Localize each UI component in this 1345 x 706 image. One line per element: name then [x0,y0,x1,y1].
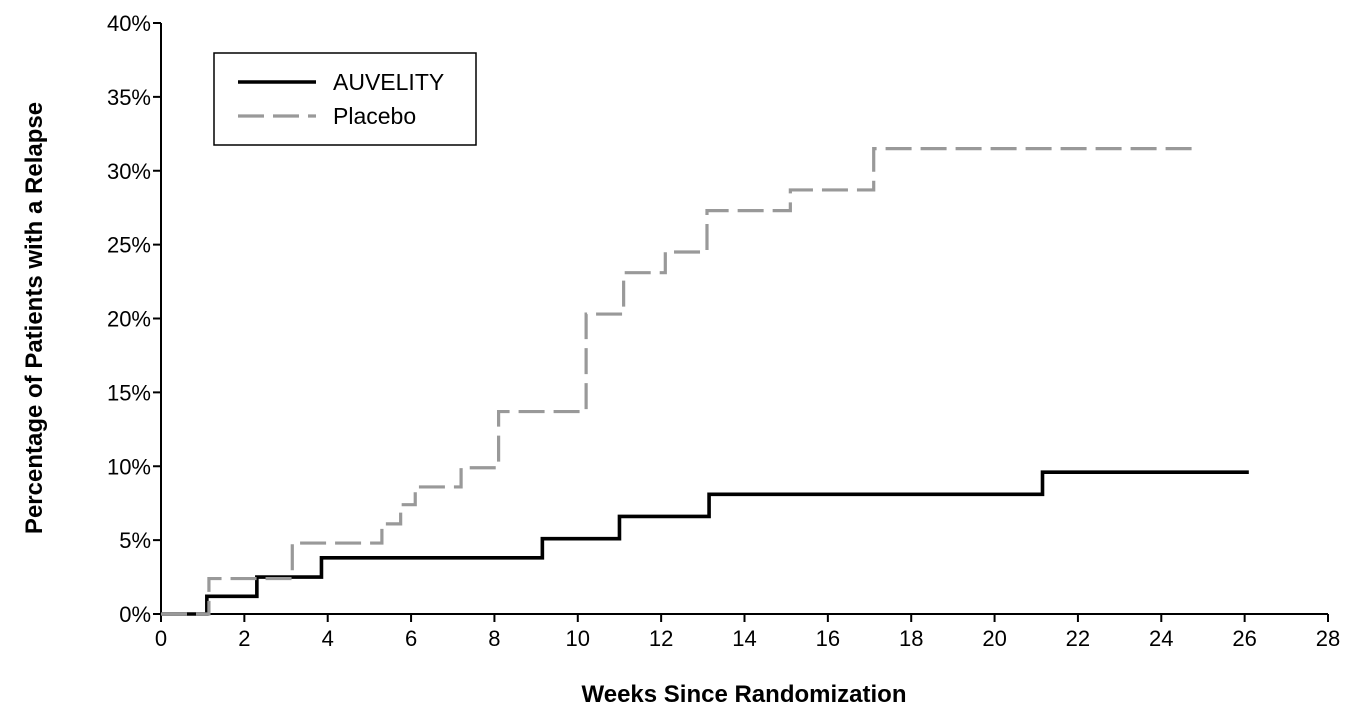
legend: AUVELITY Placebo [213,52,477,146]
x-tick-label: 28 [1316,626,1340,651]
x-tick-label: 2 [238,626,250,651]
y-tick-label: 20% [107,307,151,332]
series-line-auvelity [161,470,1249,616]
legend-box [213,52,477,146]
x-tick-label: 6 [405,626,417,651]
series-line-placebo [161,146,1199,616]
y-tick-label: 15% [107,380,151,405]
x-axis-title: Weeks Since Randomization [582,681,907,706]
x-tick-label: 8 [488,626,500,651]
x-tick-label: 12 [649,626,673,651]
y-tick-label: 30% [107,159,151,184]
x-tick-label: 16 [816,626,840,651]
x-tick-label: 20 [982,626,1006,651]
legend-label-auvelity: AUVELITY [333,69,444,95]
y-tick-label: 40% [107,11,151,36]
x-tick-label: 26 [1232,626,1256,651]
ticks: 0 2 4 6 8 10 12 14 16 18 20 22 24 26 280%5%10%15%20%25… [107,11,1340,651]
y-tick-label: 35% [107,85,151,110]
y-axis-title: Percentage of Patients with a Relapse [21,102,48,534]
x-tick-label: 22 [1066,626,1090,651]
x-tick-label: 24 [1149,626,1173,651]
x-tick-label: 14 [732,626,756,651]
x-tick-label: 10 [566,626,590,651]
series-layer [161,146,1249,616]
y-tick-label: 5% [119,528,151,553]
x-tick-label: 4 [322,626,334,651]
y-tick-label: 10% [107,454,151,479]
y-tick-label: 0% [119,602,151,627]
legend-label-placebo: Placebo [333,103,416,129]
x-tick-label: 0 [155,626,167,651]
y-tick-label: 25% [107,233,151,258]
x-tick-label: 18 [899,626,923,651]
